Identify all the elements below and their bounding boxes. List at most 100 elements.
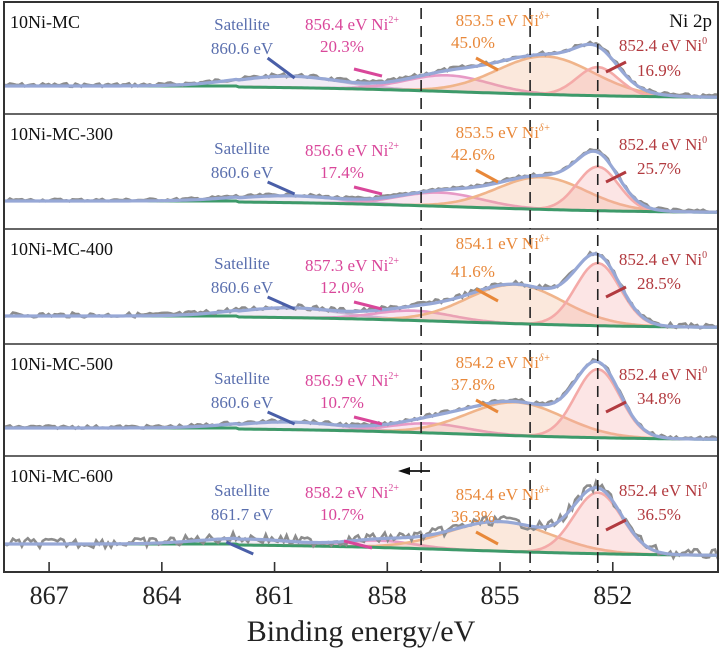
nid-area (4, 284, 718, 328)
ni0-label: 852.4 eV Ni0 (619, 135, 707, 154)
fitted-envelope-line (4, 359, 719, 441)
satellite-pointer (266, 295, 296, 311)
ni2-percent: 10.7% (320, 393, 364, 412)
panel-10ni-mc-600: 10Ni-MC-600 Satellite 861.7 eV 858.2 eV Ni2… (3, 462, 720, 572)
satellite-energy-label: 860.6 eV (211, 393, 274, 412)
satellite-label: Satellite (214, 369, 270, 388)
panel-10ni-mc-500: 10Ni-MC-500 Satellite 860.6 eV 856.9 eV Ni2… (3, 350, 719, 456)
ni2-pointer (353, 415, 383, 426)
ni0-superscript: 0 (702, 36, 707, 47)
nid-pointer (475, 287, 499, 303)
nid-label: 854.1 eV Niδ+ (456, 234, 551, 253)
ni0-superscript: 0 (702, 135, 707, 146)
nid-pointer (475, 530, 499, 546)
ni0-pointer (605, 60, 627, 74)
nid-area (4, 402, 718, 440)
nid-superscript: δ+ (539, 123, 550, 134)
ni2-superscript: 2+ (388, 256, 399, 267)
nid-percent: 45.0% (451, 33, 495, 52)
ni2-superscript: 2+ (388, 483, 399, 494)
ni2-label: 856.9 eV Ni2+ (305, 371, 399, 390)
ni2-pointer (353, 185, 383, 196)
satellite-energy-label: 860.6 eV (211, 163, 274, 182)
ni0-pointer (605, 518, 627, 532)
x-tick-label: 864 (142, 581, 181, 610)
satellite-label: Satellite (214, 15, 270, 34)
ni2-superscript: 2+ (388, 141, 399, 152)
ni2-pointer (353, 300, 383, 311)
ni2-pointer (343, 539, 373, 550)
ni2-label: 858.2 eV Ni2+ (305, 483, 399, 502)
panel-10ni-mc: 10Ni-MC Satellite 860.6 eV 856.4 eV Ni2+ 20.… (3, 8, 719, 114)
satellite-pointer (266, 410, 296, 426)
sample-label: 10Ni-MC (10, 12, 80, 32)
ni0-percent: 34.8% (637, 389, 681, 408)
x-tick-label: 867 (30, 581, 69, 610)
sample-label: 10Ni-MC-300 (10, 124, 113, 144)
sample-label: 10Ni-MC-500 (10, 354, 113, 374)
satellite-pointer (266, 56, 296, 80)
plot-frame (3, 1, 719, 573)
sample-label: 10Ni-MC-600 (10, 466, 113, 486)
ni0-percent: 25.7% (637, 159, 681, 178)
ni0-label: 852.4 eV Ni0 (619, 36, 707, 55)
ni0-pointer (605, 400, 627, 414)
x-axis: Binding energy/eV 867 864 861 858 855 852 (30, 562, 632, 648)
satellite-energy-label: 861.7 eV (211, 505, 274, 524)
nid-percent: 41.6% (451, 262, 495, 281)
ni0-label: 852.4 eV Ni0 (619, 250, 707, 269)
fitted-envelope-line (4, 252, 719, 329)
ni2-label: 856.6 eV Ni2+ (305, 141, 399, 160)
ni0-pointer (605, 170, 627, 184)
nid-percent: 36.3% (451, 507, 495, 526)
satellite-label: Satellite (214, 481, 270, 500)
nid-pointer (475, 56, 499, 72)
ni0-percent: 36.5% (637, 505, 681, 524)
nid-percent: 37.8% (451, 375, 495, 394)
ni0-pointer (605, 285, 627, 299)
nid-superscript: δ+ (539, 234, 550, 245)
fitted-envelope-line (4, 485, 719, 557)
nid-label: 853.5 eV Niδ+ (456, 123, 551, 142)
nid-area (4, 521, 718, 556)
fitted-envelope-line (4, 149, 718, 214)
x-axis-label: Binding energy/eV (247, 615, 476, 648)
ni2-area (4, 540, 718, 556)
nid-pointer (475, 398, 499, 414)
ni0-label: 852.4 eV Ni0 (619, 365, 707, 384)
ni2-percent: 17.4% (320, 163, 364, 182)
ni2-superscript: 2+ (388, 15, 399, 26)
ni2-percent: 10.7% (320, 505, 364, 524)
nid-label: 854.2 eV Niδ+ (456, 353, 551, 372)
ni0-percent: 16.9% (637, 61, 681, 80)
satellite-label: Satellite (214, 254, 270, 273)
satellite-energy-label: 860.6 eV (211, 39, 274, 58)
shift-arrow-icon (398, 467, 410, 475)
ni0-area (4, 492, 718, 556)
chart-title: Ni 2p (669, 11, 712, 32)
x-tick-label: 861 (255, 581, 294, 610)
nid-superscript: δ+ (539, 11, 550, 22)
ni0-percent: 28.5% (637, 274, 681, 293)
satellite-pointer (266, 180, 296, 196)
ni2-label: 857.3 eV Ni2+ (305, 256, 399, 275)
ni0-area (4, 67, 718, 98)
fitted-envelope-line (4, 42, 718, 99)
nid-percent: 42.6% (451, 145, 495, 164)
ni2-superscript: 2+ (388, 371, 399, 382)
ni0-area (4, 166, 718, 213)
ni0-superscript: 0 (702, 481, 707, 492)
nid-label: 854.4 eV Niδ+ (456, 485, 551, 504)
satellite-label: Satellite (214, 139, 270, 158)
ni2-percent: 12.0% (320, 278, 364, 297)
nid-area (4, 56, 718, 98)
x-tick-label: 858 (368, 581, 407, 610)
panels-layer: 10Ni-MC Satellite 860.6 eV 856.4 eV Ni2+ 20.… (3, 1, 720, 573)
satellite-energy-label: 860.6 eV (211, 278, 274, 297)
panel-10ni-mc-400: 10Ni-MC-400 Satellite 860.6 eV 857.3 eV Ni2… (3, 234, 719, 344)
ni2-label: 856.4 eV Ni2+ (305, 15, 399, 34)
panel-10ni-mc-300: 10Ni-MC-300 Satellite 860.6 eV 856.6 eV Ni2… (3, 120, 719, 229)
nid-area (4, 177, 718, 213)
ni2-pointer (353, 67, 383, 78)
